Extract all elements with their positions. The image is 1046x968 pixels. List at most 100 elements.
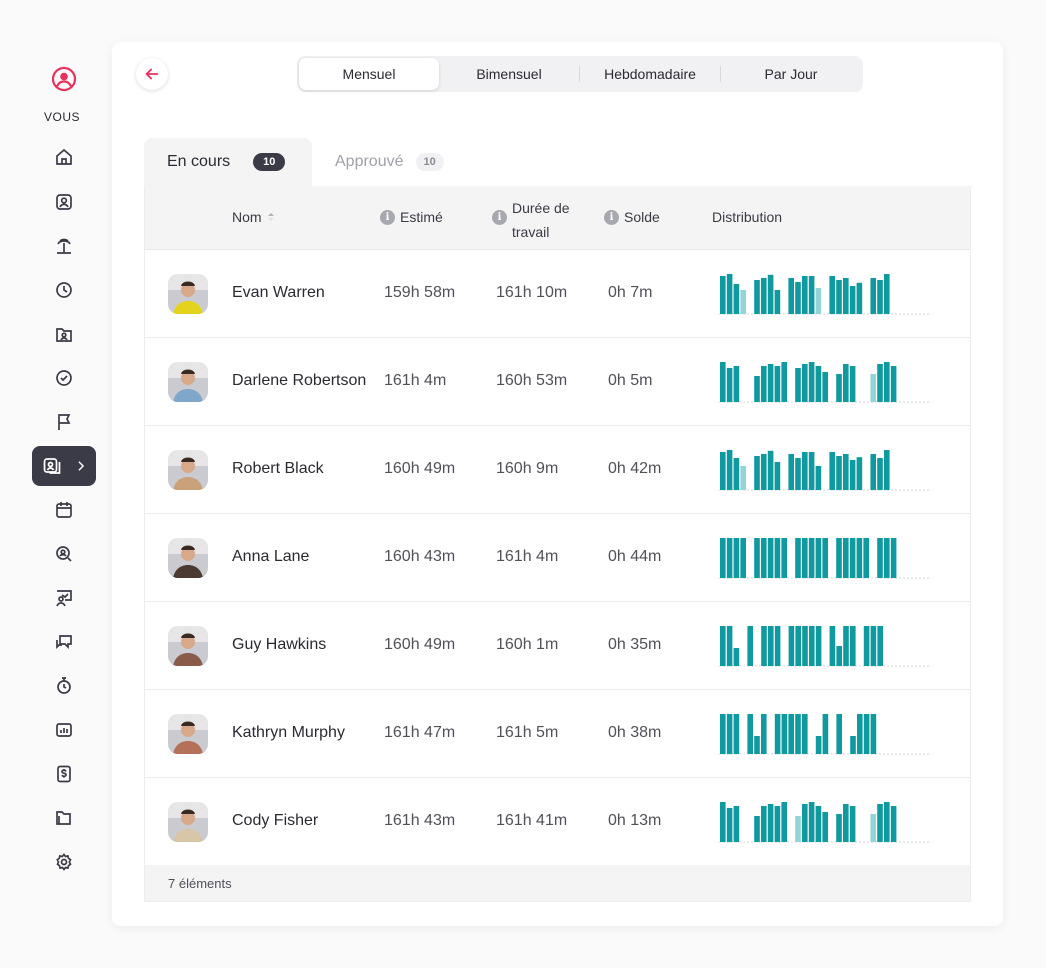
balance-hours: 0h 42m [608,460,662,477]
palm-tree-icon[interactable] [50,232,78,260]
estimated-hours: 160h 49m [384,460,456,477]
distribution-bar [884,362,890,402]
period-daily[interactable]: Par Jour [764,66,818,82]
period-bimonthly[interactable]: Bimensuel [476,66,542,82]
table-row[interactable]: Guy Hawkins 160h 49m 160h 1m 0h 35m [145,602,970,690]
distribution-bar [795,282,801,314]
flag-icon[interactable] [50,408,78,436]
calendar-icon[interactable] [50,496,78,524]
estimated-hours: 160h 43m [384,548,456,565]
distribution-bar [815,288,822,314]
distribution-bar [720,538,726,578]
timesheet-table: Nom i Estimé i Durée de travail i Solde … [144,186,971,902]
chat-bubbles-icon[interactable] [50,628,78,656]
table-row[interactable]: Robert Black 160h 49m 160h 9m 0h 42m [145,426,970,514]
column-estimated[interactable]: i Estimé [380,209,443,225]
table-row[interactable]: Anna Lane 160h 43m 161h 4m 0h 44m [145,514,970,602]
work-duration: 160h 53m [496,372,568,389]
search-user-icon[interactable] [50,540,78,568]
folders-icon[interactable] [50,804,78,832]
count-badge: 10 [415,153,444,171]
info-icon[interactable]: i [604,209,619,225]
distribution-bar [795,458,801,490]
distribution-bar [815,366,822,402]
distribution-bar [808,538,815,578]
distribution-bar [843,804,849,842]
user-avatar-icon[interactable] [51,66,77,92]
distribution-bar [815,466,822,490]
distribution-bar [774,462,781,490]
tab-in-progress[interactable]: En cours 10 [144,138,312,186]
distribution-bar [761,626,767,666]
distribution-bar [815,736,822,754]
gear-icon[interactable] [50,848,78,876]
folder-user-icon[interactable] [50,320,78,348]
distribution-bar [726,368,733,402]
distribution-bar [767,538,774,578]
distribution-bar [802,714,808,754]
presentation-user-icon[interactable] [50,584,78,612]
distribution-bar [870,714,877,754]
distribution-bar [802,626,808,666]
column-label: Nom [232,209,262,225]
column-balance[interactable]: i Solde [604,209,660,225]
distribution-bar [849,286,856,314]
distribution-bar [788,714,794,754]
distribution-bar [836,456,842,490]
distribution-bar [788,454,794,490]
distribution-chart [719,274,931,315]
distribution-bar [849,538,856,578]
distribution-bar [850,626,856,666]
distribution-bar [802,538,808,578]
estimated-hours: 161h 43m [384,812,456,829]
distribution-bar [754,538,760,578]
check-circle-icon[interactable] [50,364,78,392]
user-square-icon[interactable] [50,188,78,216]
distribution-bar [870,626,877,666]
column-name[interactable]: Nom [232,209,275,225]
home-icon[interactable] [50,143,78,171]
distribution-bar [761,714,767,754]
clock-icon[interactable] [50,276,78,304]
chevron-right-icon [78,461,85,471]
table-row[interactable]: Cody Fisher 161h 43m 161h 41m 0h 13m [145,778,970,866]
distribution-bar [870,374,876,402]
distribution-bar [836,814,842,842]
distribution-bar [781,362,787,402]
distribution-bar [836,374,842,402]
info-icon[interactable]: i [380,209,395,225]
distribution-bar [761,366,767,402]
count-badge: 10 [253,153,286,171]
work-duration: 160h 9m [496,460,559,477]
stopwatch-icon[interactable] [50,672,78,700]
column-label: Durée de [512,200,570,216]
employee-name: Darlene Robertson [232,372,367,389]
table-row[interactable]: Evan Warren 159h 58m 161h 10m 0h 7m [145,250,970,338]
user-cards-icon [43,458,61,474]
column-work-duration[interactable]: i Durée de travail [492,196,570,244]
avatar [168,274,208,314]
dollar-doc-icon[interactable] [50,760,78,788]
distribution-bar [870,814,876,842]
table-footer: 7 éléments [145,865,970,901]
table-row[interactable]: Kathryn Murphy 161h 47m 161h 5m 0h 38m [145,690,970,778]
period-weekly[interactable]: Hebdomadaire [604,66,696,82]
distribution-bar [740,466,746,490]
work-duration: 161h 4m [496,548,559,565]
back-button[interactable] [136,58,168,90]
distribution-bar [836,646,842,666]
chart-box-icon[interactable] [50,716,78,744]
distribution-bar [808,276,815,314]
distribution-bar [809,626,815,666]
tab-approved[interactable]: Approuvé 10 [335,148,444,176]
distribution-bar [856,538,863,578]
sidebar-item-active[interactable] [32,446,96,486]
distribution-bar [720,714,726,754]
period-monthly[interactable]: Mensuel [299,58,439,90]
column-distribution[interactable]: Distribution [712,209,782,225]
distribution-bar [863,626,870,666]
table-row[interactable]: Darlene Robertson 161h 4m 160h 53m 0h 5m [145,338,970,426]
info-icon[interactable]: i [492,210,507,225]
distribution-bar [849,460,856,490]
distribution-bar [870,454,876,490]
